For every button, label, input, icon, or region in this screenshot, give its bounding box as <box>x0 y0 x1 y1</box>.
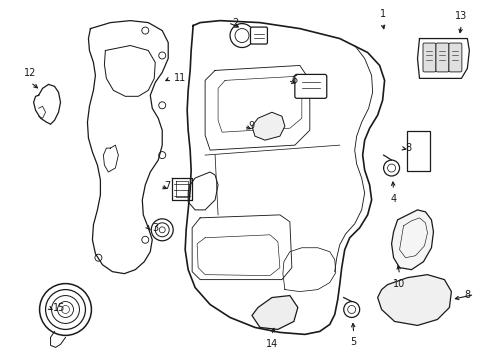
Text: 9: 9 <box>247 121 254 131</box>
Text: 10: 10 <box>393 279 405 289</box>
Text: 1: 1 <box>379 9 385 19</box>
Text: 6: 6 <box>291 75 297 85</box>
FancyBboxPatch shape <box>435 43 448 72</box>
Text: 13: 13 <box>454 10 467 21</box>
FancyBboxPatch shape <box>294 75 326 98</box>
Text: 7: 7 <box>164 181 170 191</box>
Text: 8: 8 <box>405 143 411 153</box>
Text: 4: 4 <box>390 194 396 204</box>
FancyBboxPatch shape <box>422 43 435 72</box>
Polygon shape <box>391 210 432 270</box>
Text: 8: 8 <box>463 289 469 300</box>
FancyBboxPatch shape <box>448 43 461 72</box>
FancyBboxPatch shape <box>406 131 429 171</box>
Text: 5: 5 <box>350 337 356 347</box>
Polygon shape <box>251 296 297 329</box>
Text: 14: 14 <box>265 339 278 350</box>
Polygon shape <box>251 112 285 140</box>
Text: 2: 2 <box>232 18 238 28</box>
Text: 15: 15 <box>52 302 65 312</box>
Polygon shape <box>377 275 450 325</box>
Text: 12: 12 <box>24 68 37 78</box>
Text: 3: 3 <box>152 223 158 233</box>
Text: 11: 11 <box>174 73 186 84</box>
FancyBboxPatch shape <box>250 27 267 44</box>
